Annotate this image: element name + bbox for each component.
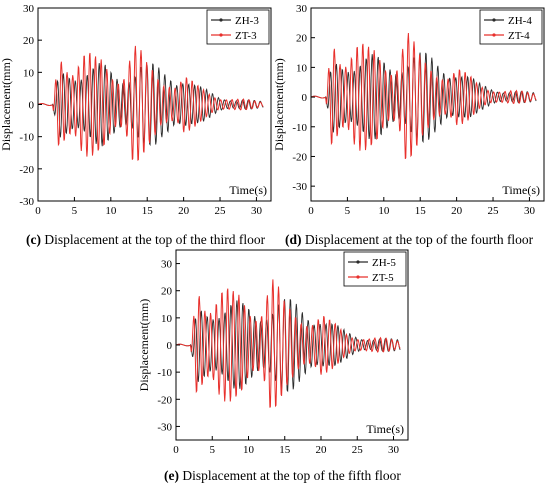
y-tick-label: 10 [23,67,35,79]
y-axis-label: Displacement(mm) [272,58,286,151]
x-tick-label: 30 [388,444,400,456]
x-tick-label: 25 [215,205,227,217]
y-tick-label: -10 [292,122,307,134]
x-tick-label: 0 [35,205,41,217]
y-tick-label: 0 [29,100,35,112]
x-tick-label: 15 [415,205,427,217]
x-tick-label: 5 [72,205,78,217]
y-tick-label: -10 [157,367,172,379]
y-tick-label: 10 [161,313,173,325]
legend-marker-ZH-5 [356,260,360,264]
legend-box [343,251,407,287]
y-tick-label: 10 [296,62,308,74]
y-tick-label: -20 [157,394,172,406]
x-tick-label: 10 [243,444,255,456]
series-line-ZH-4 [311,52,537,144]
legend-label-ZT-4: ZT-4 [508,30,530,42]
legend-marker-ZH-4 [492,18,496,22]
y-tick-label: -20 [19,164,34,176]
y-axis-label: Displacement(mm) [137,299,151,392]
x-tick-label: 30 [524,205,536,217]
caption-letter: (d) [285,232,302,247]
y-tick-label: -30 [292,181,307,193]
y-tick-label: 30 [23,3,35,15]
chart-panel-1: 0 5 10 15 20 25 30 -30 -20 -10 0 10 20 30 Time(s) Displ… [0,3,272,217]
chart-panel-3: 0 5 10 15 20 25 30 -30 -20 -10 0 10 20 30 Time(s) Displ… [137,249,409,456]
series-line-ZT-5 [176,279,401,408]
y-tick-label: 30 [296,3,308,15]
x-tick-label: 10 [105,205,117,217]
x-tick-label: 20 [316,444,328,456]
x-tick-label: 0 [308,205,314,217]
figure-caption: (e) Displacement at the top of the fifth… [164,468,401,484]
legend-label-ZT-5: ZT-5 [372,272,394,284]
x-tick-label: 20 [451,205,463,217]
x-tick-label: 25 [488,205,500,217]
x-axis-label: Time(s) [366,422,404,436]
legend: ZH-5 ZT-5 [343,251,407,287]
legend-marker-ZT-3 [219,33,223,37]
legend-box [479,9,543,45]
caption-text: Displacement at the top of the fourth fl… [301,232,534,247]
plot-frame [310,7,545,202]
x-axis-label: Time(s) [229,183,267,197]
y-tick-label: -20 [292,151,307,163]
series-line-ZH-5 [176,299,401,393]
x-tick-label: 15 [279,444,291,456]
x-tick-label: 25 [352,444,364,456]
x-tick-label: 5 [345,205,351,217]
caption-letter: (c) [26,232,41,247]
y-tick-label: 20 [23,35,35,47]
y-tick-label: 20 [296,33,308,45]
legend-marker-ZT-5 [356,275,360,279]
y-tick-label: 0 [302,92,308,104]
caption-text: Displacement at the top of the fifth flo… [178,468,401,483]
y-tick-label: -10 [19,132,34,144]
x-tick-label: 20 [178,205,190,217]
legend: ZH-4 ZT-4 [479,9,543,45]
x-tick-label: 15 [142,205,154,217]
y-axis-label: Displacement(mm) [0,58,13,151]
y-tick-label: 0 [167,340,173,352]
legend-label-ZT-3: ZT-3 [235,30,257,42]
figure-caption: (c) Displacement at the top of the third… [26,232,265,248]
chart-panel-2: 0 5 10 15 20 25 30 -30 -20 -10 0 10 20 30 Time(s) Displ… [272,3,545,217]
legend-marker-ZT-4 [492,33,496,37]
legend-label-ZH-3: ZH-3 [235,15,259,27]
y-tick-label: -30 [19,196,34,208]
legend-label-ZH-5: ZH-5 [372,257,396,269]
x-tick-label: 5 [210,444,216,456]
y-tick-label: -30 [157,421,172,433]
figure-caption: (d) Displacement at the top of the fourt… [285,232,533,248]
legend: ZH-3 ZT-3 [206,9,270,45]
x-tick-label: 0 [173,444,179,456]
y-tick-label: 20 [161,286,173,298]
legend-box [206,9,270,45]
caption-letter: (e) [164,468,179,483]
y-tick-label: 30 [161,259,173,271]
legend-marker-ZH-3 [219,18,223,22]
x-axis-label: Time(s) [502,183,540,197]
series-line-ZT-4 [311,32,537,160]
x-tick-label: 10 [378,205,390,217]
caption-text: Displacement at the top of the third flo… [40,232,266,247]
legend-label-ZH-4: ZH-4 [508,15,532,27]
series-line-ZT-3 [38,45,264,161]
x-tick-label: 30 [251,205,263,217]
